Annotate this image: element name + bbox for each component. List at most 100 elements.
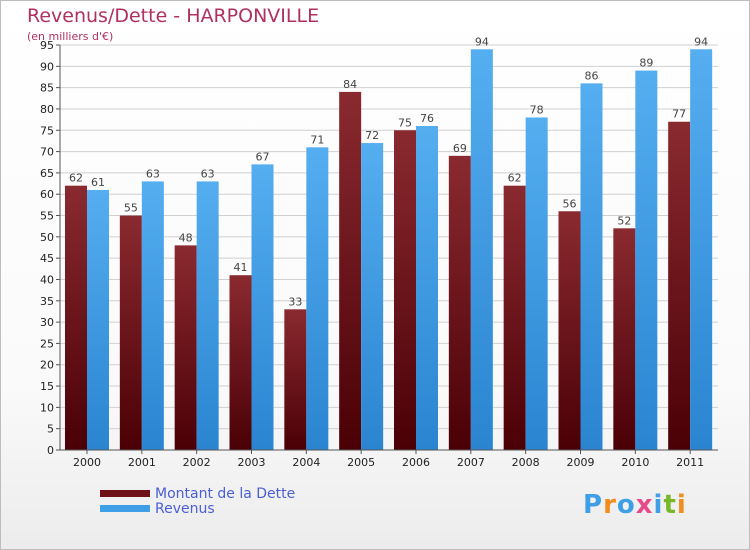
bar-debt bbox=[174, 245, 197, 450]
bar-debt bbox=[668, 121, 691, 450]
bar-revenus bbox=[416, 126, 438, 450]
bar-revenus bbox=[525, 117, 548, 450]
bar-debt bbox=[119, 215, 142, 450]
bar-debt bbox=[394, 130, 416, 450]
bar-debt bbox=[558, 211, 581, 450]
data-label: 84 bbox=[343, 78, 357, 91]
data-label: 55 bbox=[124, 202, 138, 215]
data-label: 33 bbox=[288, 295, 302, 308]
x-tick-label: 2007 bbox=[457, 456, 485, 469]
data-label: 56 bbox=[563, 197, 577, 210]
bar-revenus bbox=[196, 181, 219, 450]
data-label: 94 bbox=[694, 35, 708, 48]
bars: 62 61 55 63 48 63 41 67 33 71 84 72 75 76 69 94 62 78 56 86… bbox=[65, 35, 713, 451]
data-label: 67 bbox=[256, 150, 270, 163]
x-tick-label: 2011 bbox=[676, 456, 704, 469]
bar-revenus bbox=[690, 49, 713, 451]
y-tick-label: 85 bbox=[40, 82, 54, 95]
data-label: 94 bbox=[475, 35, 489, 48]
data-label: 62 bbox=[508, 172, 522, 185]
logo-letter: P bbox=[583, 490, 604, 520]
y-tick-label: 10 bbox=[40, 401, 54, 414]
logo-letter: i bbox=[676, 490, 687, 520]
data-label: 41 bbox=[234, 261, 248, 274]
bar-revenus bbox=[470, 49, 493, 451]
y-tick-label: 35 bbox=[40, 295, 54, 308]
chart-subtitle: (en milliers d'€) bbox=[27, 30, 114, 43]
y-tick-label: 20 bbox=[40, 359, 54, 372]
y-tick-label: 30 bbox=[40, 316, 54, 329]
data-label: 72 bbox=[365, 129, 379, 142]
bar-debt bbox=[339, 91, 362, 450]
y-tick-label: 90 bbox=[40, 60, 54, 73]
y-tick-label: 15 bbox=[40, 380, 54, 393]
y-tick-label: 80 bbox=[40, 103, 54, 116]
y-tick-label: 70 bbox=[40, 146, 54, 159]
bar-revenus bbox=[306, 147, 329, 450]
bar-revenus bbox=[635, 70, 658, 450]
bar-debt bbox=[613, 228, 636, 450]
legend-label-revenus: Revenus bbox=[155, 500, 215, 517]
y-tick-label: 25 bbox=[40, 337, 54, 350]
data-label: 77 bbox=[672, 108, 686, 121]
legend-swatch-debt bbox=[100, 490, 150, 497]
data-label: 78 bbox=[530, 103, 544, 116]
logo-letter: t bbox=[663, 490, 677, 520]
legend-item-debt: Montant de la Dette bbox=[100, 485, 296, 502]
bar-debt bbox=[65, 185, 87, 450]
chart-title: Revenus/Dette - HARPONVILLE bbox=[27, 5, 320, 27]
x-tick-label: 2006 bbox=[402, 456, 430, 469]
proxiti-logo: Proxiti bbox=[583, 490, 687, 520]
y-tick-label: 5 bbox=[47, 423, 54, 436]
data-label: 76 bbox=[420, 112, 434, 125]
bar-debt bbox=[284, 309, 307, 450]
bar-debt bbox=[448, 155, 471, 450]
data-label: 62 bbox=[69, 172, 83, 185]
legend: Montant de la Dette Revenus bbox=[100, 485, 296, 517]
logo-letter: i bbox=[653, 490, 664, 520]
data-label: 63 bbox=[201, 167, 215, 180]
x-tick-label: 2000 bbox=[73, 456, 101, 469]
bar-revenus bbox=[87, 189, 109, 450]
logo-letter: r bbox=[603, 490, 617, 520]
gridlines bbox=[60, 44, 718, 430]
y-tick-label: 95 bbox=[40, 39, 54, 52]
legend-swatch-revenus bbox=[100, 505, 150, 512]
x-tick-label: 2009 bbox=[567, 456, 595, 469]
data-label: 48 bbox=[179, 231, 193, 244]
bar-revenus bbox=[251, 164, 274, 451]
bar-debt bbox=[229, 275, 252, 450]
y-tick-label: 40 bbox=[40, 273, 54, 286]
data-label: 89 bbox=[639, 57, 653, 70]
data-label: 61 bbox=[91, 176, 105, 189]
bar-revenus bbox=[361, 143, 384, 451]
data-label: 71 bbox=[310, 133, 324, 146]
legend-label-debt: Montant de la Dette bbox=[155, 485, 296, 502]
bar-debt bbox=[503, 185, 526, 450]
logo-letter: o bbox=[616, 490, 636, 520]
bar-revenus bbox=[141, 181, 164, 450]
x-tick-label: 2002 bbox=[183, 456, 211, 469]
y-tick-label: 65 bbox=[40, 167, 54, 180]
x-tick-label: 2004 bbox=[292, 456, 320, 469]
legend-item-revenus: Revenus bbox=[100, 500, 295, 517]
x-tick-label: 2005 bbox=[347, 456, 375, 469]
data-label: 52 bbox=[617, 214, 631, 227]
data-label: 75 bbox=[398, 116, 412, 129]
y-tick-label: 50 bbox=[40, 231, 54, 244]
x-tick-label: 2003 bbox=[238, 456, 266, 469]
x-tick-label: 2008 bbox=[512, 456, 540, 469]
y-tick-label: 60 bbox=[40, 188, 54, 201]
logo-letter: x bbox=[635, 490, 654, 520]
bar-revenus bbox=[580, 83, 603, 451]
data-label: 86 bbox=[585, 69, 599, 82]
x-tick-label: 2010 bbox=[621, 456, 649, 469]
y-tick-label: 0 bbox=[47, 444, 54, 457]
axes: 0 5 10 15 20 25 30 35 40 45 50 55 60 65 70 75 80 85 90 95 20… bbox=[40, 39, 718, 469]
data-label: 63 bbox=[146, 167, 160, 180]
y-tick-label: 45 bbox=[40, 252, 54, 265]
y-tick-label: 75 bbox=[40, 124, 54, 137]
y-tick-label: 55 bbox=[40, 210, 54, 223]
x-tick-label: 2001 bbox=[128, 456, 156, 469]
